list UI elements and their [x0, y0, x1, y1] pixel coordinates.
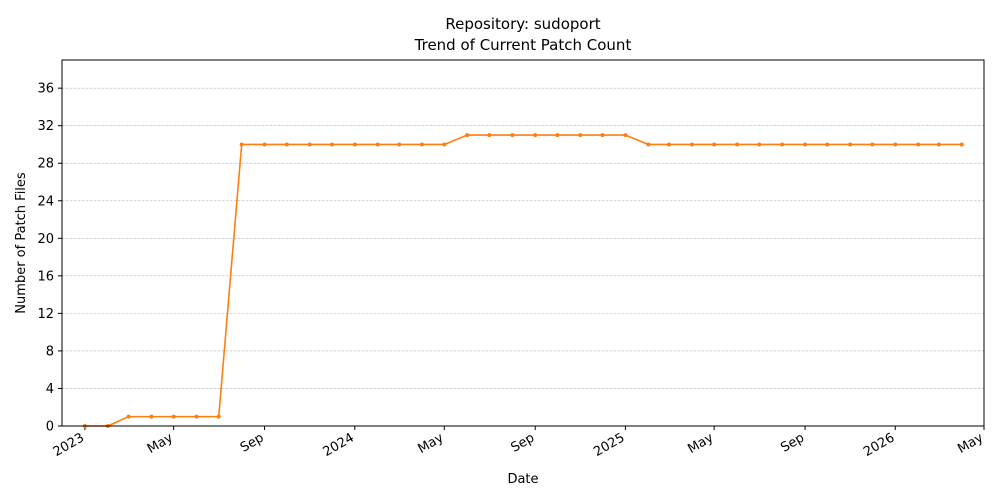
data-point [239, 142, 244, 147]
data-point [870, 142, 875, 147]
data-point [712, 142, 717, 147]
chart-title: Repository: sudoport [445, 15, 600, 33]
data-point [623, 133, 628, 138]
data-point [487, 133, 492, 138]
y-tick-label: 36 [37, 82, 54, 97]
x-tick-label: 2023 [51, 430, 87, 460]
data-point [578, 133, 583, 138]
data-point [465, 133, 470, 138]
data-point [216, 414, 221, 419]
plot-frame [61, 59, 985, 427]
data-point [171, 414, 176, 419]
data-point [533, 133, 538, 138]
data-point [893, 142, 898, 147]
data-point [689, 142, 694, 147]
data-point [375, 142, 380, 147]
data-point [329, 142, 334, 147]
data-point [667, 142, 672, 147]
data-point [825, 142, 830, 147]
series-patch-count [82, 133, 964, 428]
data-point [420, 142, 425, 147]
data-point [600, 133, 605, 138]
y-tick-label: 12 [37, 307, 54, 322]
data-point [352, 142, 357, 147]
series-line [84, 134, 962, 427]
data-point [555, 133, 560, 138]
data-point [936, 142, 941, 147]
gridlines [62, 87, 984, 389]
data-point [284, 142, 289, 147]
data-point [194, 414, 199, 419]
x-tick-label: May [415, 430, 446, 457]
data-point [397, 142, 402, 147]
x-tick-label: 2024 [321, 430, 357, 460]
data-point [916, 142, 921, 147]
x-tick-label: 2026 [861, 430, 897, 460]
data-point [848, 142, 853, 147]
data-point [780, 142, 785, 147]
data-point [735, 142, 740, 147]
y-tick-label: 4 [46, 382, 54, 397]
x-tick-label: May [145, 430, 176, 457]
data-point [126, 414, 131, 419]
x-axis-label: Date [507, 472, 538, 487]
data-point [149, 414, 154, 419]
data-point [803, 142, 808, 147]
data-point [442, 142, 447, 147]
y-tick-label: 20 [37, 232, 54, 247]
data-point [757, 142, 762, 147]
x-tick-label: May [685, 430, 716, 457]
data-point [646, 142, 651, 147]
x-tick-label: Sep [508, 430, 537, 455]
data-point [307, 142, 312, 147]
y-tick-label: 8 [46, 344, 54, 359]
data-point [262, 142, 267, 147]
x-tick-label: Sep [238, 430, 267, 455]
x-tick-label: May [955, 430, 986, 457]
x-tick-label: 2025 [591, 430, 627, 460]
chart-subtitle: Trend of Current Patch Count [414, 36, 632, 54]
y-tick-label: 28 [37, 157, 54, 172]
data-point [510, 133, 515, 138]
x-tick-label: Sep [778, 430, 807, 455]
y-tick-label: 0 [46, 420, 54, 435]
y-tick-label: 16 [37, 269, 54, 284]
y-tick-label: 32 [37, 119, 54, 134]
data-point [959, 142, 964, 147]
y-tick-label: 24 [37, 194, 54, 209]
y-axis-label: Number of Patch Files [14, 172, 29, 314]
